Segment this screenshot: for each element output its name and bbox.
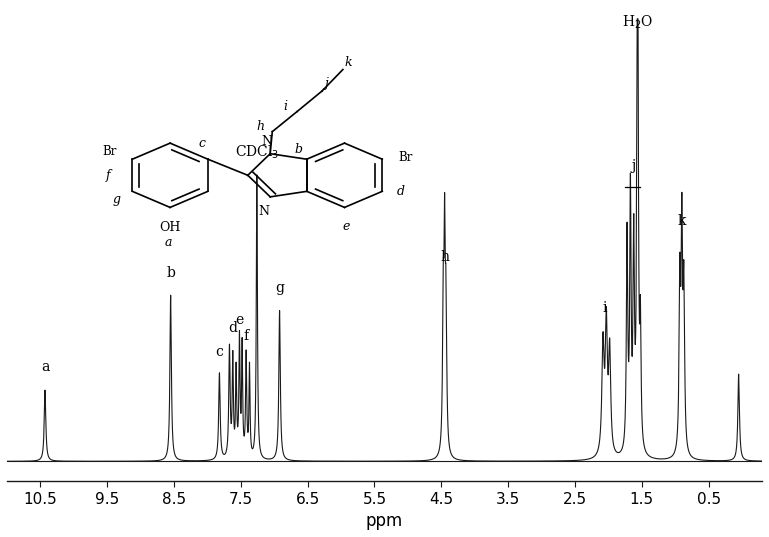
Text: H$_2$O: H$_2$O — [622, 13, 654, 31]
Text: f: f — [106, 169, 111, 182]
Text: Br: Br — [398, 151, 412, 164]
Text: a: a — [165, 236, 171, 250]
Text: j: j — [631, 159, 635, 173]
Text: c: c — [198, 136, 205, 150]
Text: OH: OH — [159, 221, 181, 234]
Text: g: g — [113, 193, 121, 206]
Text: f: f — [244, 329, 248, 343]
Text: CDCl$_3$: CDCl$_3$ — [235, 143, 279, 161]
Text: h: h — [440, 250, 449, 264]
Text: i: i — [603, 301, 608, 315]
Text: b: b — [166, 266, 175, 280]
Text: g: g — [275, 281, 284, 295]
Text: h: h — [257, 120, 265, 133]
Text: a: a — [41, 360, 49, 374]
Text: c: c — [215, 345, 223, 359]
Text: k: k — [345, 56, 352, 69]
Text: d: d — [397, 185, 404, 198]
Text: b: b — [295, 142, 302, 156]
X-axis label: ppm: ppm — [366, 512, 403, 530]
Text: i: i — [284, 100, 288, 113]
Text: d: d — [228, 321, 238, 335]
Text: j: j — [325, 77, 328, 90]
Text: e: e — [343, 220, 350, 233]
Text: k: k — [677, 214, 686, 228]
Text: Br: Br — [102, 144, 117, 158]
Text: N: N — [261, 135, 272, 148]
Text: e: e — [235, 313, 244, 327]
Text: N: N — [258, 206, 269, 219]
